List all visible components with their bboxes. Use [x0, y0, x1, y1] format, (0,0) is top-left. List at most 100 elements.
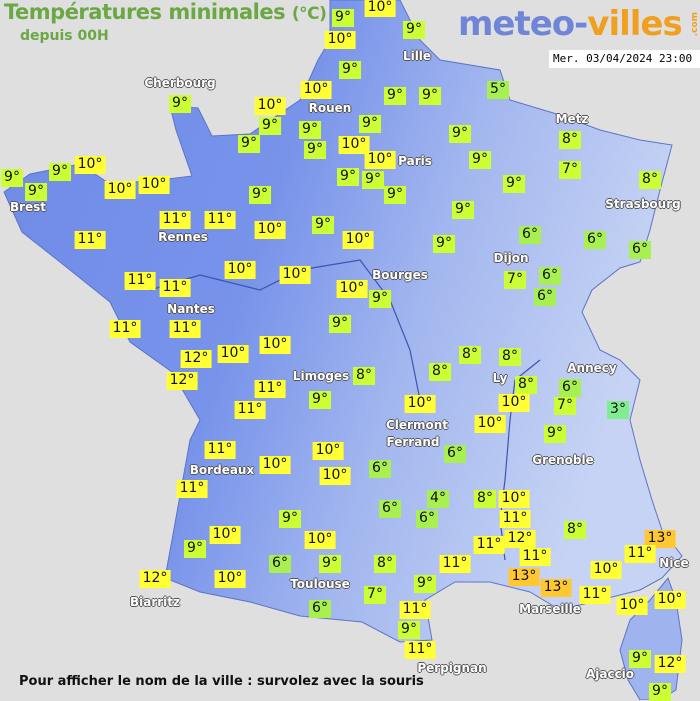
temperature-label[interactable]: 9°	[362, 171, 384, 189]
temperature-label[interactable]: 9°	[649, 683, 671, 701]
temperature-label[interactable]: 7°	[554, 397, 576, 415]
temperature-label[interactable]: 9°	[369, 290, 391, 308]
temperature-label[interactable]: 9°	[309, 391, 331, 409]
temperature-label[interactable]: 6°	[519, 226, 541, 244]
temperature-label[interactable]: 6°	[416, 510, 438, 528]
temperature-label[interactable]: 10°	[404, 395, 436, 413]
temperature-label[interactable]: 10°	[616, 597, 648, 615]
temperature-label[interactable]: 11°	[473, 536, 505, 554]
temperature-label[interactable]: 9°	[279, 510, 301, 528]
temperature-label[interactable]: 9°	[469, 151, 491, 169]
temperature-label[interactable]: 10°	[138, 176, 170, 194]
temperature-label[interactable]: 6°	[309, 600, 331, 618]
temperature-label[interactable]: 9°	[629, 650, 651, 668]
temperature-label[interactable]: 12°	[180, 350, 212, 368]
temperature-label[interactable]: 10°	[300, 81, 332, 99]
temperature-label[interactable]: 8°	[353, 367, 375, 385]
temperature-label[interactable]: 9°	[332, 9, 354, 27]
temperature-label[interactable]: 10°	[498, 394, 530, 412]
temperature-label[interactable]: 9°	[384, 87, 406, 105]
temperature-label[interactable]: 9°	[312, 216, 334, 234]
temperature-label[interactable]: 9°	[49, 163, 71, 181]
temperature-label[interactable]: 11°	[204, 211, 236, 229]
temperature-label[interactable]: 10°	[279, 266, 311, 284]
temperature-label[interactable]: 9°	[339, 61, 361, 79]
temperature-label[interactable]: 11°	[234, 401, 266, 419]
temperature-label[interactable]: 11°	[624, 545, 656, 563]
temperature-label[interactable]: 9°	[1, 169, 23, 187]
temperature-label[interactable]: 11°	[204, 441, 236, 459]
temperature-label[interactable]: 10°	[654, 591, 686, 609]
temperature-label[interactable]: 9°	[359, 115, 381, 133]
temperature-label[interactable]: 9°	[169, 95, 191, 113]
temperature-label[interactable]: 6°	[559, 379, 581, 397]
temperature-label[interactable]: 9°	[259, 117, 281, 135]
temperature-label[interactable]: 12°	[504, 530, 536, 548]
temperature-label[interactable]: 10°	[217, 345, 249, 363]
temperature-label[interactable]: 11°	[124, 272, 156, 290]
temperature-label[interactable]: 11°	[159, 211, 191, 229]
temperature-label[interactable]: 6°	[444, 445, 466, 463]
temperature-label[interactable]: 9°	[544, 425, 566, 443]
temperature-label[interactable]: 10°	[338, 136, 370, 154]
temperature-label[interactable]: 13°	[508, 568, 540, 586]
temperature-label[interactable]: 9°	[449, 125, 471, 143]
temperature-label[interactable]: 9°	[329, 315, 351, 333]
temperature-label[interactable]: 6°	[629, 241, 651, 259]
temperature-label[interactable]: 10°	[209, 526, 241, 544]
temperature-label[interactable]: 6°	[369, 460, 391, 478]
temperature-label[interactable]: 7°	[504, 271, 526, 289]
temperature-label[interactable]: 10°	[304, 531, 336, 549]
temperature-label[interactable]: 11°	[254, 380, 286, 398]
temperature-label[interactable]: 12°	[654, 655, 686, 673]
temperature-label[interactable]: 9°	[319, 555, 341, 573]
temperature-label[interactable]: 5°	[487, 81, 509, 99]
temperature-label[interactable]: 13°	[540, 579, 572, 597]
temperature-label[interactable]: 10°	[474, 415, 506, 433]
temperature-label[interactable]: 10°	[74, 156, 106, 174]
temperature-label[interactable]: 10°	[259, 456, 291, 474]
temperature-label[interactable]: 10°	[224, 261, 256, 279]
temperature-label[interactable]: 7°	[364, 586, 386, 604]
temperature-label[interactable]: 8°	[515, 376, 537, 394]
temperature-label[interactable]: 9°	[337, 168, 359, 186]
temperature-label[interactable]: 10°	[364, 0, 396, 17]
temperature-label[interactable]: 9°	[398, 621, 420, 639]
temperature-label[interactable]: 11°	[74, 231, 106, 249]
temperature-label[interactable]: 10°	[590, 561, 622, 579]
temperature-label[interactable]: 11°	[519, 548, 551, 566]
temperature-label[interactable]: 9°	[299, 121, 321, 139]
temperature-label[interactable]: 11°	[439, 555, 471, 573]
temperature-label[interactable]: 10°	[104, 181, 136, 199]
temperature-label[interactable]: 11°	[399, 601, 431, 619]
temperature-label[interactable]: 8°	[564, 521, 586, 539]
temperature-label[interactable]: 11°	[176, 480, 208, 498]
temperature-label[interactable]: 9°	[249, 186, 271, 204]
temperature-label[interactable]: 10°	[498, 490, 530, 508]
temperature-label[interactable]: 8°	[429, 363, 451, 381]
temperature-label[interactable]: 9°	[503, 175, 525, 193]
temperature-label[interactable]: 9°	[184, 540, 206, 558]
temperature-label[interactable]: 8°	[374, 555, 396, 573]
temperature-label[interactable]: 9°	[452, 201, 474, 219]
temperature-label[interactable]: 3°	[607, 401, 629, 419]
temperature-label[interactable]: 9°	[304, 141, 326, 159]
temperature-label[interactable]: 10°	[259, 336, 291, 354]
temperature-label[interactable]: 8°	[639, 171, 661, 189]
temperature-label[interactable]: 9°	[238, 135, 260, 153]
temperature-label[interactable]: 8°	[474, 490, 496, 508]
temperature-label[interactable]: 9°	[25, 183, 47, 201]
temperature-label[interactable]: 10°	[342, 231, 374, 249]
temperature-label[interactable]: 10°	[364, 151, 396, 169]
temperature-label[interactable]: 9°	[403, 21, 425, 39]
temperature-label[interactable]: 10°	[254, 97, 286, 115]
temperature-label[interactable]: 8°	[559, 131, 581, 149]
temperature-label[interactable]: 10°	[324, 31, 356, 49]
temperature-label[interactable]: 10°	[254, 221, 286, 239]
temperature-label[interactable]: 11°	[579, 586, 611, 604]
temperature-label[interactable]: 6°	[584, 231, 606, 249]
temperature-label[interactable]: 6°	[534, 288, 556, 306]
temperature-label[interactable]: 11°	[109, 320, 141, 338]
temperature-label[interactable]: 12°	[166, 372, 198, 390]
meteo-villes-logo[interactable]: meteo-villes .com	[458, 4, 700, 44]
